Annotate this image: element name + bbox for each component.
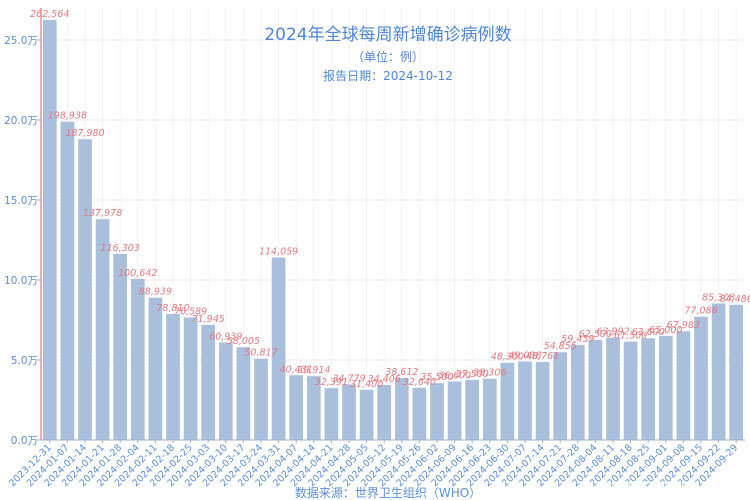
- data-label: 76,589: [174, 306, 207, 317]
- data-label: 38,612: [385, 367, 418, 378]
- data-label: 65,000: [649, 325, 682, 336]
- axes: 0.0万5.0万10.0万15.0万20.0万25.0万2023-12-3120…: [4, 8, 745, 489]
- bar: [271, 257, 286, 440]
- bar: [324, 388, 339, 440]
- data-label: 116,303: [101, 243, 140, 254]
- x-axis-label: 数据来源：世界卫生组织（WHO）: [295, 485, 481, 500]
- bar: [711, 303, 726, 440]
- bars: [42, 19, 744, 440]
- bar: [570, 344, 585, 440]
- bar: [306, 376, 321, 440]
- bar: [430, 383, 444, 440]
- data-label: 39,914: [297, 365, 330, 376]
- bar: [518, 361, 532, 440]
- bar: [729, 304, 744, 440]
- bar: [218, 342, 233, 440]
- bar: [394, 378, 409, 440]
- data-label: 100,642: [118, 268, 157, 279]
- y-tick-label: 10.0万: [4, 275, 38, 287]
- report-date: 报告日期：2024-10-12: [323, 68, 453, 83]
- bar: [42, 19, 57, 440]
- bar: [377, 384, 392, 440]
- data-label: 34,406: [368, 374, 401, 385]
- data-label: 38,306: [473, 368, 506, 379]
- data-label: 60,939: [209, 331, 242, 342]
- bar: [606, 337, 620, 440]
- data-label: 262,564: [30, 9, 69, 20]
- y-tick-label: 20.0万: [4, 115, 38, 127]
- bar: [465, 380, 480, 440]
- data-label: 49,038: [508, 351, 541, 362]
- data-label: 54,855: [544, 341, 577, 352]
- data-label: 77,086: [684, 306, 717, 317]
- chart-subtitle: （单位：例）: [352, 49, 424, 64]
- bar: [113, 253, 128, 440]
- bar: [588, 340, 603, 440]
- data-label: 198,938: [48, 111, 87, 122]
- data-label: 40,431: [280, 364, 313, 375]
- bar: [412, 387, 427, 440]
- bar: [676, 331, 691, 440]
- bar: [500, 362, 515, 440]
- bar: [78, 139, 92, 440]
- bar: [60, 121, 75, 440]
- data-label: 84,486: [720, 294, 750, 305]
- data-label: 48,300: [491, 352, 524, 363]
- watermark: 搜狐号@雪鸮XueXiao: [610, 480, 742, 496]
- data-label: 50,817: [244, 348, 277, 359]
- bar: [148, 297, 163, 440]
- y-tick-label: 0.0万: [11, 435, 38, 447]
- y-tick-label: 5.0万: [11, 355, 38, 367]
- y-tick-label: 15.0万: [4, 195, 38, 207]
- data-label: 61,500: [614, 331, 647, 342]
- data-label: 85,308: [702, 293, 735, 304]
- bar: [166, 313, 180, 440]
- data-label: 62,500: [579, 329, 612, 340]
- data-label: 34,779: [332, 373, 365, 384]
- bar: [254, 358, 268, 440]
- y-tick-label: 25.0万: [4, 35, 38, 47]
- data-label: 67,983: [667, 320, 700, 331]
- bar: [641, 338, 656, 440]
- bar: [482, 378, 497, 440]
- data-label: 37,500: [456, 369, 489, 380]
- chart-title: 2024年全球每周新增确诊病例数: [264, 25, 511, 45]
- data-label: 59,459: [561, 334, 594, 345]
- bar: [130, 278, 145, 440]
- bar: [623, 341, 638, 440]
- data-label: 114,059: [259, 247, 298, 258]
- bar: [342, 384, 356, 440]
- data-label: 63,600: [632, 327, 665, 338]
- data-label: 32,640: [403, 377, 436, 388]
- bar: [447, 381, 462, 440]
- data-label: 48,761: [526, 351, 559, 362]
- data-label: 31,400: [350, 379, 383, 390]
- bar: [289, 375, 304, 440]
- bar: [553, 352, 568, 440]
- bar: [694, 316, 708, 440]
- data-label: 58,005: [227, 336, 260, 347]
- bar: [236, 347, 251, 440]
- bar: [535, 361, 550, 440]
- value-labels: 262,564 198,938 187,980 137,978 116,303 100,6…: [30, 9, 750, 390]
- bar: [183, 317, 198, 440]
- data-label: 187,980: [65, 128, 104, 139]
- bar: [658, 336, 673, 440]
- bar: [359, 389, 374, 440]
- data-label: 63,992: [596, 327, 629, 338]
- data-label: 35,500: [420, 372, 453, 383]
- data-label: 88,939: [139, 287, 172, 298]
- data-label: 78,810: [156, 303, 189, 314]
- bar: [201, 324, 216, 440]
- data-label: 137,978: [83, 208, 122, 219]
- data-label: 36,600: [438, 370, 471, 381]
- bar: [95, 219, 110, 440]
- data-label: 32,391: [315, 377, 348, 388]
- data-label: 71,945: [192, 314, 225, 325]
